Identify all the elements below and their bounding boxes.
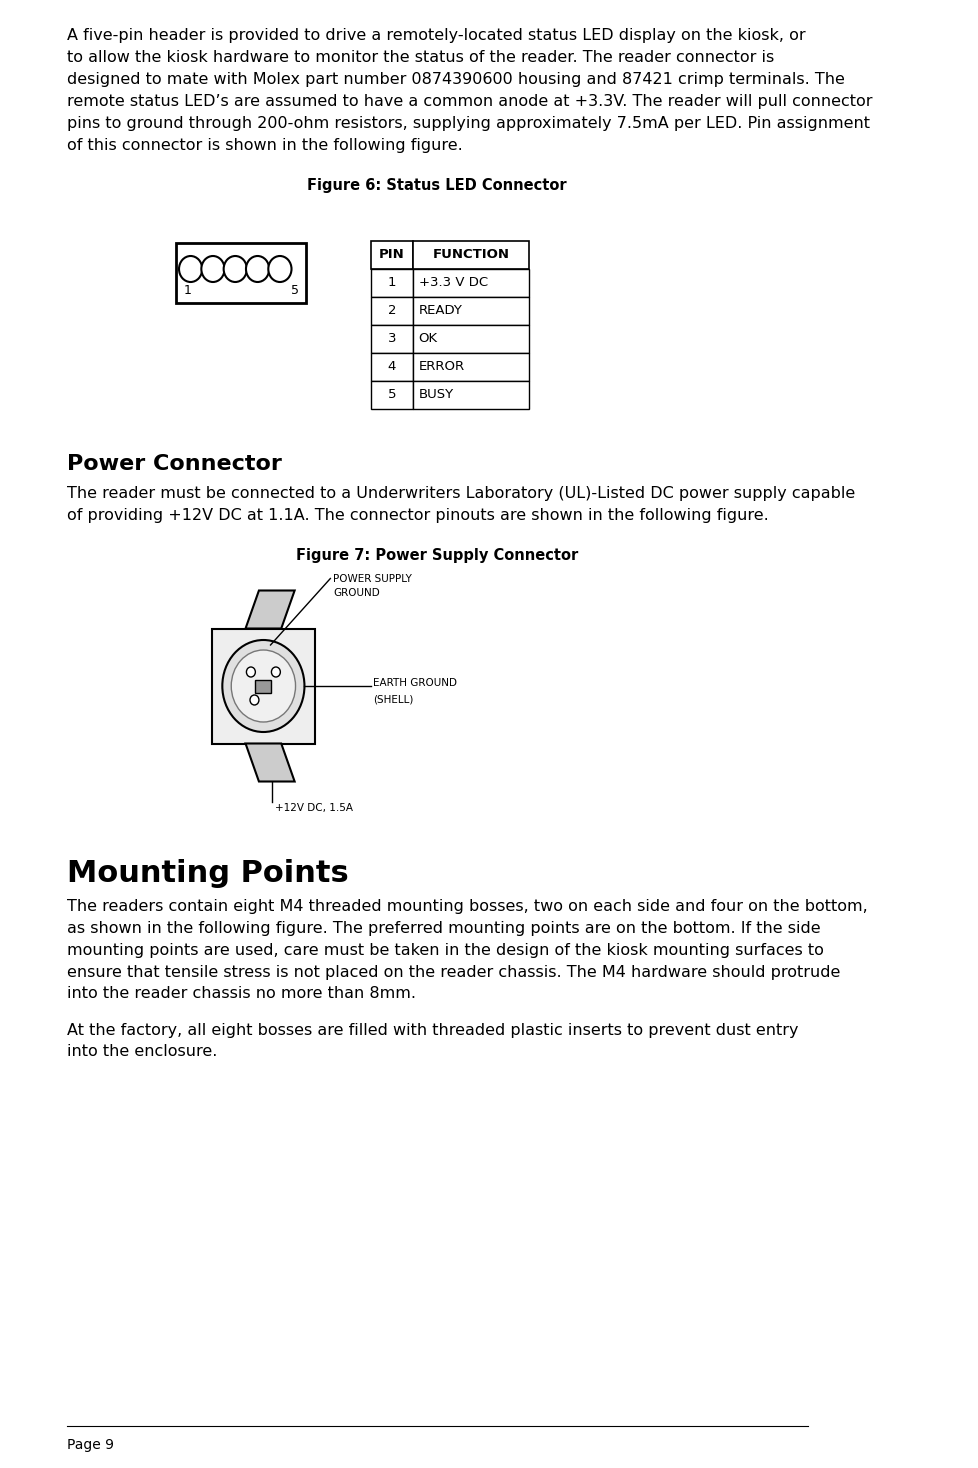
Bar <box>413 352 529 382</box>
Text: The readers contain eight M4 threaded mounting bosses, two on each side and four: The readers contain eight M4 threaded mo… <box>67 898 867 913</box>
Text: Page 9: Page 9 <box>67 1439 113 1452</box>
Text: as shown in the following figure. The preferred mounting points are on the botto: as shown in the following figure. The pr… <box>67 920 820 935</box>
Bar <box>413 324 529 352</box>
Text: (SHELL): (SHELL) <box>373 694 413 705</box>
Polygon shape <box>245 743 294 781</box>
Bar <box>370 269 413 297</box>
Text: GROUND: GROUND <box>333 589 379 599</box>
Text: into the reader chassis no more than 8mm.: into the reader chassis no more than 8mm… <box>67 986 416 1001</box>
Text: 3: 3 <box>387 332 396 345</box>
Text: into the enclosure.: into the enclosure. <box>67 1045 217 1060</box>
Bar <box>370 241 413 269</box>
Bar <box>212 628 314 743</box>
Bar <box>176 244 305 302</box>
Text: remote status LED’s are assumed to have a common anode at +3.3V. The reader will: remote status LED’s are assumed to have … <box>67 94 871 109</box>
Text: 5: 5 <box>387 389 396 402</box>
Bar <box>370 352 413 382</box>
Text: pins to ground through 200-ohm resistors, supplying approximately 7.5mA per LED.: pins to ground through 200-ohm resistors… <box>67 116 869 131</box>
Circle shape <box>223 255 246 282</box>
Text: POWER SUPPLY: POWER SUPPLY <box>333 574 412 583</box>
Text: Power Connector: Power Connector <box>67 454 282 474</box>
Text: +12V DC, 1.5A: +12V DC, 1.5A <box>275 803 353 813</box>
Text: The reader must be connected to a Underwriters Laboratory (UL)-Listed DC power s: The reader must be connected to a Underw… <box>67 486 855 501</box>
Circle shape <box>245 255 269 282</box>
Text: ensure that tensile stress is not placed on the reader chassis. The M4 hardware : ensure that tensile stress is not placed… <box>67 964 839 979</box>
Text: 2: 2 <box>387 304 396 317</box>
Text: of this connector is shown in the following figure.: of this connector is shown in the follow… <box>67 138 463 153</box>
Bar <box>413 297 529 324</box>
Text: FUNCTION: FUNCTION <box>432 248 510 261</box>
Text: 1: 1 <box>183 283 191 297</box>
Polygon shape <box>245 590 294 628</box>
Text: Mounting Points: Mounting Points <box>67 859 348 888</box>
Circle shape <box>249 694 258 705</box>
Text: 4: 4 <box>387 361 396 373</box>
Text: OK: OK <box>419 332 437 345</box>
Text: 1: 1 <box>387 276 396 289</box>
Text: READY: READY <box>419 304 463 317</box>
Text: ERROR: ERROR <box>419 361 465 373</box>
Circle shape <box>222 640 304 733</box>
Bar <box>370 382 413 410</box>
Circle shape <box>231 650 295 722</box>
Circle shape <box>271 666 280 677</box>
Bar <box>255 680 271 693</box>
Circle shape <box>246 666 255 677</box>
Text: mounting points are used, care must be taken in the design of the kiosk mounting: mounting points are used, care must be t… <box>67 942 823 957</box>
Text: At the factory, all eight bosses are filled with threaded plastic inserts to pre: At the factory, all eight bosses are fil… <box>67 1023 798 1038</box>
Circle shape <box>201 255 224 282</box>
Bar <box>370 297 413 324</box>
Text: designed to mate with Molex part number 0874390600 housing and 87421 crimp termi: designed to mate with Molex part number … <box>67 72 844 87</box>
Bar <box>413 382 529 410</box>
Text: of providing +12V DC at 1.1A. The connector pinouts are shown in the following f: of providing +12V DC at 1.1A. The connec… <box>67 508 768 523</box>
Text: Figure 7: Power Supply Connector: Figure 7: Power Supply Connector <box>295 548 578 564</box>
Text: Figure 6: Status LED Connector: Figure 6: Status LED Connector <box>307 178 566 192</box>
Bar <box>413 269 529 297</box>
Text: PIN: PIN <box>378 248 405 261</box>
Circle shape <box>179 255 202 282</box>
Text: to allow the kiosk hardware to monitor the status of the reader. The reader conn: to allow the kiosk hardware to monitor t… <box>67 50 774 65</box>
Circle shape <box>268 255 291 282</box>
Bar <box>413 241 529 269</box>
Text: +3.3 V DC: +3.3 V DC <box>419 276 487 289</box>
Text: A five-pin header is provided to drive a remotely-located status LED display on : A five-pin header is provided to drive a… <box>67 28 805 43</box>
Text: 5: 5 <box>290 283 298 297</box>
Text: BUSY: BUSY <box>419 389 454 402</box>
Bar <box>370 324 413 352</box>
Text: EARTH GROUND: EARTH GROUND <box>373 678 457 688</box>
